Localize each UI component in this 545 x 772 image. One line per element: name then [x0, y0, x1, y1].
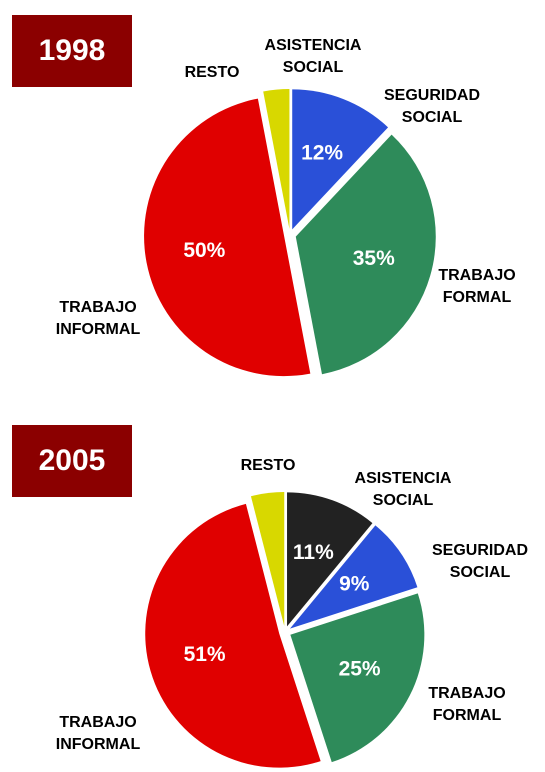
pie-slice	[263, 89, 290, 230]
category-label: TRABAJO INFORMAL	[55, 714, 141, 753]
category-label: TRABAJO FORMAL	[438, 267, 516, 306]
chart-title: 1998	[12, 15, 132, 87]
category-label: ASISTENCIA SOCIAL	[354, 470, 452, 509]
category-label: SEGURIDAD SOCIAL	[431, 542, 528, 581]
pie-slice	[144, 98, 311, 377]
value-label: 51%	[184, 643, 226, 666]
category-label: RESTO	[184, 64, 240, 81]
category-label: ASISTENCIA SOCIAL	[264, 37, 362, 76]
pie-slice	[290, 593, 425, 763]
category-label: RESTO	[240, 457, 296, 474]
category-label: SEGURIDAD SOCIAL	[383, 87, 480, 126]
value-label: 9%	[339, 572, 370, 595]
value-label: 50%	[183, 239, 225, 262]
value-label: 11%	[293, 541, 334, 564]
value-label: 25%	[339, 658, 381, 681]
pie-slice	[292, 89, 389, 230]
value-label: 35%	[353, 247, 395, 270]
pie-slice	[145, 503, 321, 768]
category-label: TRABAJO FORMAL	[428, 685, 506, 724]
pie-slice	[295, 134, 436, 375]
pie-slice	[250, 492, 285, 627]
chart-title: 2005	[12, 425, 132, 497]
pie-slice	[287, 492, 373, 627]
pie-slice	[289, 525, 418, 629]
value-label: 12%	[301, 141, 343, 164]
category-label: TRABAJO INFORMAL	[55, 299, 141, 338]
